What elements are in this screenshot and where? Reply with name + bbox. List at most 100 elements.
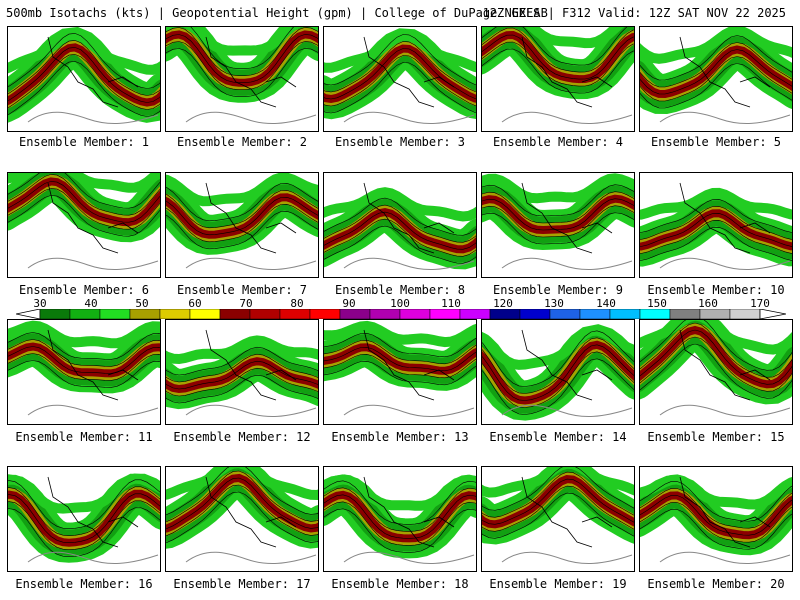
ensemble-member-caption: Ensemble Member: 16 (15, 577, 153, 591)
ensemble-map-panel (7, 319, 161, 425)
ensemble-member-caption: Ensemble Member: 6 (18, 283, 150, 297)
colorbar-segment (309, 309, 341, 319)
jet-stream-map (640, 27, 792, 125)
ensemble-member-caption: Ensemble Member: 3 (334, 135, 466, 149)
jet-stream-map (8, 320, 160, 418)
colorbar-tick-label: 120 (493, 297, 513, 310)
ensemble-member-caption: Ensemble Member: 15 (647, 430, 785, 444)
ensemble-map-panel (323, 26, 477, 132)
jet-stream-map (166, 173, 318, 271)
colorbar-segment (99, 309, 131, 319)
colorbar-tick-label: 80 (290, 297, 304, 310)
ensemble-member-caption: Ensemble Member: 1 (18, 135, 150, 149)
ensemble-map-panel (165, 319, 319, 425)
ensemble-member-caption: Ensemble Member: 14 (489, 430, 627, 444)
jet-stream-map (166, 329, 318, 418)
ensemble-member-caption: Ensemble Member: 12 (173, 430, 311, 444)
ensemble-map-panel (639, 466, 793, 572)
colorbar-segment (159, 309, 191, 319)
jet-stream-map (482, 467, 634, 565)
ensemble-map-panel (165, 466, 319, 572)
ensemble-member-caption: Ensemble Member: 9 (492, 283, 624, 297)
colorbar-segment (339, 309, 371, 319)
model-valid-time: 12Z GEFS | F312 Valid: 12Z SAT NOV 22 20… (482, 6, 786, 20)
jet-stream-map (166, 27, 318, 125)
colorbar-segment (429, 309, 461, 319)
jet-stream-map (8, 173, 160, 271)
colorbar-segment (729, 309, 761, 319)
colorbar-tick-label: 140 (596, 297, 616, 310)
ensemble-map-panel (481, 26, 635, 132)
colorbar-segment (219, 309, 251, 319)
colorbar-segment (519, 309, 551, 319)
colorbar-tick-label: 130 (544, 297, 564, 310)
jet-stream-map (8, 27, 160, 125)
ensemble-member-caption: Ensemble Member: 8 (334, 283, 466, 297)
colorbar-segment (129, 309, 161, 319)
ensemble-map-panel (323, 319, 477, 425)
jet-stream-map (324, 474, 476, 565)
colorbar-tick-label: 100 (390, 297, 410, 310)
jet-stream-map (640, 474, 792, 565)
ensemble-member-caption: Ensemble Member: 5 (650, 135, 782, 149)
colorbar-segment (609, 309, 641, 319)
colorbar-segment (369, 309, 401, 319)
ensemble-member-caption: Ensemble Member: 11 (15, 430, 153, 444)
colorbar-segment (699, 309, 731, 319)
colorbar-tick-label: 60 (188, 297, 202, 310)
ensemble-member-caption: Ensemble Member: 2 (176, 135, 308, 149)
colorbar-segment (249, 309, 281, 319)
colorbar-segment (189, 309, 221, 319)
colorbar-tick-label: 30 (33, 297, 47, 310)
colorbar-segment (69, 309, 101, 319)
ensemble-member-caption: Ensemble Member: 17 (173, 577, 311, 591)
jet-stream-map (640, 182, 792, 271)
jet-stream-map (482, 173, 634, 271)
ensemble-member-caption: Ensemble Member: 4 (492, 135, 624, 149)
jet-stream-map (324, 182, 476, 271)
ensemble-map-panel (165, 26, 319, 132)
ensemble-map-panel (323, 172, 477, 278)
colorbar-tick-label: 150 (647, 297, 667, 310)
colorbar-tick-label: 160 (698, 297, 718, 310)
ensemble-map-panel (481, 319, 635, 425)
ensemble-member-caption: Ensemble Member: 13 (331, 430, 469, 444)
ensemble-map-panel (7, 466, 161, 572)
ensemble-map-panel (639, 26, 793, 132)
colorbar-segment (639, 309, 671, 319)
colorbar-tick-label: 90 (342, 297, 356, 310)
jet-stream-map (482, 27, 634, 125)
jet-stream-map (324, 320, 476, 418)
ensemble-map-panel (7, 26, 161, 132)
colorbar-segment (579, 309, 611, 319)
ensemble-map-panel (639, 172, 793, 278)
colorbar-segment (279, 309, 311, 319)
colorbar-segment (549, 309, 581, 319)
colorbar-left-arrow (16, 309, 41, 319)
jet-stream-map (166, 467, 318, 565)
ensemble-member-caption: Ensemble Member: 20 (647, 577, 785, 591)
ensemble-member-caption: Ensemble Member: 19 (489, 577, 627, 591)
colorbar-segment (459, 309, 491, 319)
colorbar-labels: 30 40 50 60 70 80 90 100 110 120 130 140 150 160 170 (0, 297, 800, 310)
map-title: 500mb Isotachs (kts) | Geopotential Heig… (6, 6, 548, 20)
colorbar-tick-label: 110 (441, 297, 461, 310)
jet-stream-map (324, 28, 476, 125)
colorbar-segment (39, 309, 71, 319)
isotach-colorbar (16, 309, 786, 319)
colorbar-tick-label: 170 (750, 297, 770, 310)
ensemble-member-caption: Ensemble Member: 18 (331, 577, 469, 591)
colorbar-segment (669, 309, 701, 319)
ensemble-member-caption: Ensemble Member: 7 (176, 283, 308, 297)
colorbar-tick-label: 50 (135, 297, 149, 310)
colorbar-segment (489, 309, 521, 319)
ensemble-member-caption: Ensemble Member: 10 (647, 283, 785, 297)
ensemble-map-panel (165, 172, 319, 278)
ensemble-map-panel (7, 172, 161, 278)
jet-stream-map (8, 473, 160, 565)
ensemble-map-panel (639, 319, 793, 425)
ensemble-map-panel (481, 172, 635, 278)
ensemble-map-panel (323, 466, 477, 572)
colorbar-segment (399, 309, 431, 319)
colorbar-tick-label: 40 (84, 297, 98, 310)
